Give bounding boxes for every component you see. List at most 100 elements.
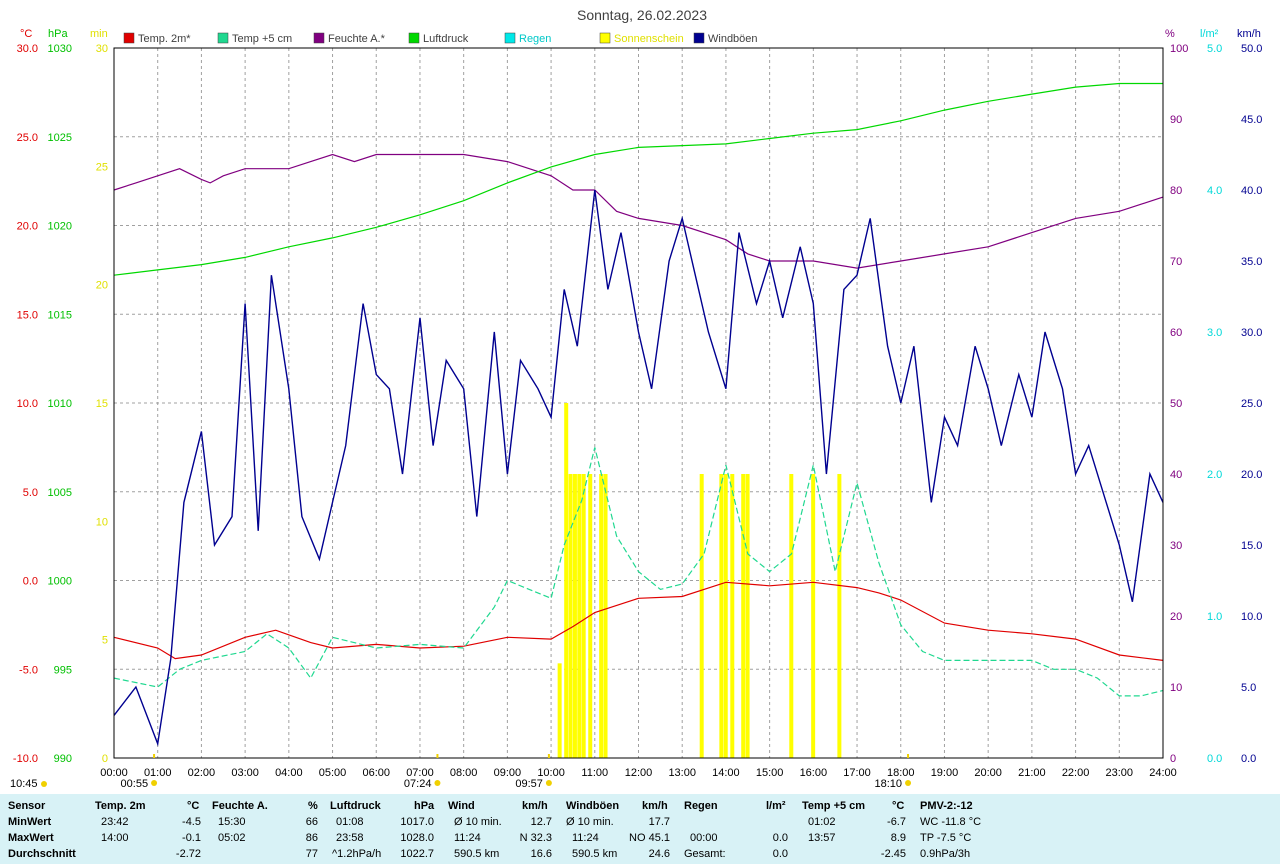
pmv-pressure-trend: 0.9hPa/3h (920, 848, 971, 860)
hum-axis-unit: % (1165, 28, 1175, 40)
x-tick-label: 06:00 (362, 767, 390, 779)
row-avg: Durchschnitt (8, 848, 76, 860)
press-min-time: 01:08 (336, 816, 364, 828)
t5-min-time: 01:02 (808, 816, 836, 828)
press-tick-label: 1025 (48, 132, 72, 144)
wind-tick-label: 45.0 (1241, 114, 1262, 126)
sunshine-bar (577, 474, 582, 758)
sun-axis-unit: min (90, 28, 108, 40)
legend-label: Feuchte A.* (328, 33, 386, 45)
temp-tick-label: -10.0 (13, 753, 38, 765)
hum-tick-label: 90 (1170, 114, 1182, 126)
temp-tick-label: 0.0 (23, 576, 38, 588)
wind-avg-label: Ø 10 min. (454, 816, 502, 828)
weather-chart: Sonntag, 26.02.2023 Temp. 2m* Temp +5 cm F… (10, 7, 1263, 790)
time-markers: 07:24 18:10 00:55 09:57 10:45 (10, 754, 912, 790)
hdr-hum-unit: % (308, 800, 318, 812)
row-max: MaxWert (8, 832, 54, 844)
gust-max-value: NO 45.1 (629, 832, 670, 844)
t5-max-value: 8.9 (890, 832, 906, 844)
x-tick-label: 09:00 (494, 767, 522, 779)
hum-tick-label: 80 (1170, 185, 1182, 197)
pmv-windchill: WC -11.8 °C (920, 816, 982, 828)
hum-tick-label: 60 (1170, 327, 1182, 339)
gust-distance: 590.5 km (572, 848, 618, 860)
hum-tick-label: 30 (1170, 540, 1182, 552)
x-tick-label: 08:00 (450, 767, 478, 779)
rain-tick-label: 0.0 (1207, 753, 1222, 765)
x-tick-label: 22:00 (1062, 767, 1090, 779)
sunshine-bar (572, 474, 577, 758)
rain-tick-label: 5.0 (1207, 43, 1222, 55)
temp-avg-value: -2.72 (175, 848, 201, 860)
sun-tick-label: 25 (96, 161, 108, 173)
legend-swatch (599, 32, 611, 44)
hum-tick-label: 10 (1170, 682, 1182, 694)
press-tick-label: 990 (54, 753, 72, 765)
rain-max-time: 00:00 (690, 832, 718, 844)
hum-min-value: 66 (305, 816, 318, 828)
sunshine-bar (741, 474, 746, 758)
wind-tick-label: 20.0 (1241, 469, 1262, 481)
x-tick-label: 23:00 (1106, 767, 1134, 779)
legend-swatch (504, 32, 516, 44)
series-lines (113, 82, 1164, 747)
rain-total-label: Gesamt: (684, 848, 726, 860)
x-tick-label: 12:00 (625, 767, 653, 779)
wind-tick-label: 10.0 (1241, 611, 1262, 623)
press-trend: ^1.2hPa/h (332, 848, 382, 860)
temp-tick-label: -5.0 (19, 664, 38, 676)
sunshine-bar (789, 474, 794, 758)
sun-tick-label: 10 (96, 516, 108, 528)
hum-avg-value: 77 (305, 848, 318, 860)
press-axis-unit: hPa (48, 28, 68, 40)
temp-max-value: -0.1 (182, 832, 201, 844)
series-line (113, 153, 1164, 269)
wind-tick-label: 0.0 (1241, 753, 1256, 765)
x-tick-label: 15:00 (756, 767, 784, 779)
wind-mean: 16.6 (530, 848, 552, 860)
x-tick-label: 07:00 (406, 767, 434, 779)
axis-labels: 30.025.020.015.010.05.00.0-5.0-10.010301… (13, 43, 1263, 779)
legend-label: Sonnenschein (614, 33, 684, 45)
press-max-time: 23:58 (336, 832, 364, 844)
sunshine-bar (719, 474, 724, 758)
series-line (113, 447, 1164, 697)
x-tick-label: 19:00 (931, 767, 959, 779)
x-tick-label: 24:00 (1149, 767, 1177, 779)
wind-max-time: 11:24 (454, 832, 481, 844)
temp-tick-label: 25.0 (17, 132, 38, 144)
wind-tick-label: 5.0 (1241, 682, 1256, 694)
temp-axis-unit: °C (20, 28, 32, 40)
hum-tick-label: 100 (1170, 43, 1188, 55)
sunshine-bar (568, 474, 573, 758)
gust-avg-value: 17.7 (648, 816, 670, 828)
series-line (113, 581, 1164, 661)
legend-label: Temp +5 cm (232, 33, 292, 45)
rain-axis-unit: l/m² (1200, 28, 1219, 40)
temp-max-time: 14:00 (101, 832, 129, 844)
x-tick-label: 01:00 (144, 767, 172, 779)
sun-tick-label: 30 (96, 43, 108, 55)
moonrise-icon (545, 780, 552, 786)
series-line (113, 82, 1163, 276)
sunrise-icon (434, 780, 441, 786)
wind-distance: 590.5 km (454, 848, 500, 860)
sunshine-bar (581, 474, 586, 758)
x-tick-label: 18:00 (887, 767, 915, 779)
statistics-table: Sensor MinWert MaxWert Durchschnitt Temp… (0, 794, 1280, 864)
wind-tick-label: 15.0 (1241, 540, 1262, 552)
plot-frame (113, 47, 1164, 759)
sunshine-bar (699, 474, 704, 758)
press-min-value: 1017.0 (400, 816, 434, 828)
x-tick-label: 05:00 (319, 767, 347, 779)
press-tick-label: 995 (54, 664, 72, 676)
x-tick-label: 03:00 (231, 767, 259, 779)
sun-tick-label: 0 (102, 753, 108, 765)
gust-max-time: 11:24 (572, 832, 599, 844)
legend-swatch (313, 32, 325, 44)
moonset-time: 00:55 (121, 778, 149, 790)
hdr-gust: Windböen (566, 800, 620, 812)
hdr-wind-unit: km/h (522, 800, 548, 812)
hdr-rain: Regen (684, 800, 718, 812)
